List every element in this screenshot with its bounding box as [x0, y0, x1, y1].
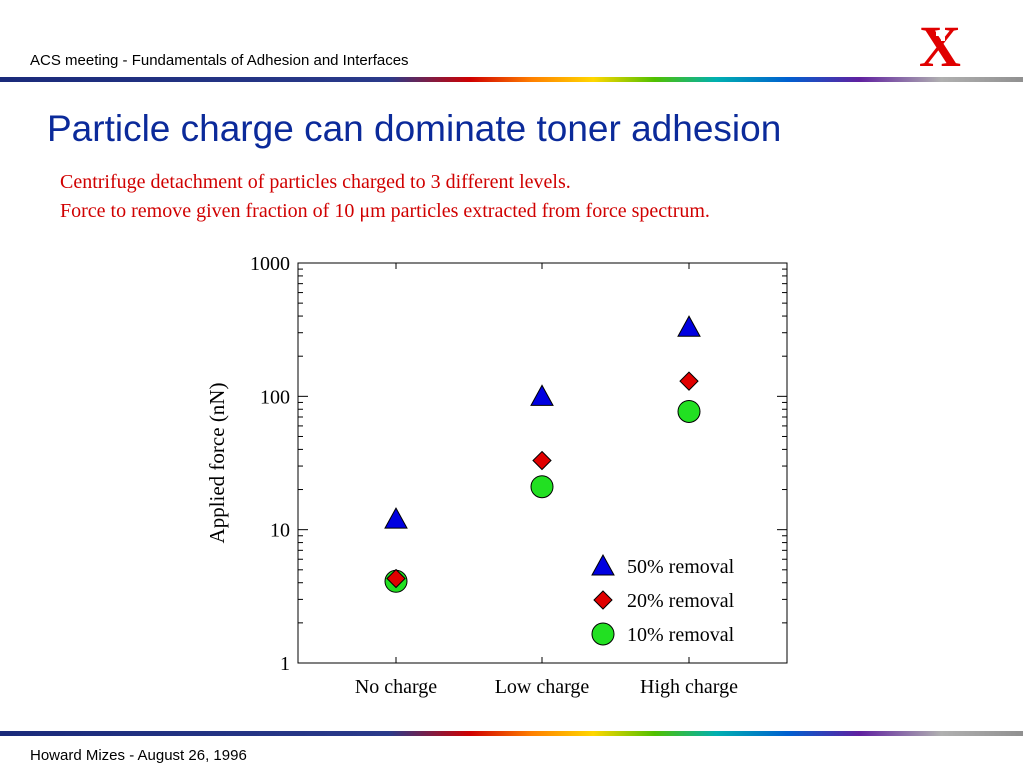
data-point-triangle: [677, 315, 701, 337]
header-text: ACS meeting - Fundamentals of Adhesion a…: [30, 52, 409, 69]
legend-marker-triangle: [591, 553, 615, 576]
legend-label: 20% removal: [627, 590, 735, 612]
data-point-triangle: [530, 384, 554, 406]
data-point-diamond: [679, 371, 699, 391]
y-tick-label: 10: [270, 520, 290, 542]
data-point-circle: [677, 399, 701, 423]
data-point-diamond: [386, 568, 406, 589]
footer-divider: [0, 731, 1023, 736]
y-axis-label: Applied force (nN): [205, 383, 229, 544]
legend-marker-circle: [591, 622, 615, 646]
data-point-circle: [530, 475, 554, 499]
y-tick-label: 1000: [250, 253, 290, 275]
subtitle-line-1: Centrifuge detachment of particles charg…: [60, 171, 571, 193]
y-tick-label: 100: [260, 386, 290, 408]
legend-label: 50% removal: [627, 556, 735, 578]
x-tick-label: Low charge: [495, 676, 590, 698]
x-tick-label: No charge: [355, 676, 437, 698]
legend-label: 10% removal: [627, 624, 735, 646]
logo-cross-1: [936, 32, 940, 36]
x-tick-label: High charge: [640, 676, 738, 698]
data-point-diamond: [532, 450, 552, 471]
logo-letter: X: [919, 14, 961, 70]
xerox-logo: X: [919, 14, 961, 70]
legend-marker-diamond: [593, 590, 613, 610]
data-point-triangle: [384, 507, 408, 529]
header-divider: [0, 77, 1023, 82]
footer-text: Howard Mizes - August 26, 1996: [30, 747, 247, 764]
logo-cross-2: [941, 37, 945, 41]
subtitle-line-2: Force to remove given fraction of 10 μm …: [60, 200, 710, 222]
y-tick-label: 1: [280, 653, 290, 675]
slide-title: Particle charge can dominate toner adhes…: [47, 108, 782, 149]
